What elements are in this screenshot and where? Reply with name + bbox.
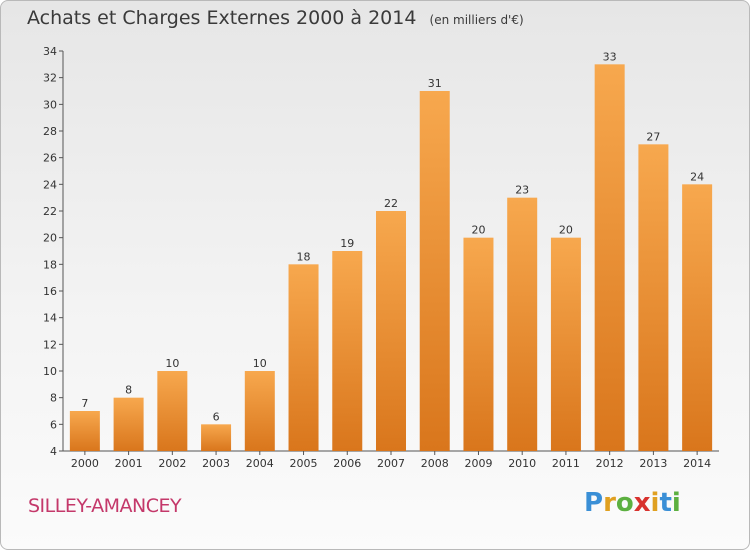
y-tick-label: 28 (43, 125, 57, 138)
bar-value-label: 7 (81, 397, 88, 410)
y-tick-label: 16 (43, 285, 57, 298)
x-tick-label: 2010 (508, 457, 536, 470)
bar-value-label: 18 (297, 250, 311, 263)
bar-value-label: 24 (690, 170, 704, 183)
proxiti-logo: Proxiti (584, 488, 681, 518)
x-tick-label: 2009 (464, 457, 492, 470)
chart-title-text: Achats et Charges Externes 2000 à 2014 (27, 7, 417, 29)
logo-letter: o (615, 488, 634, 518)
x-tick-label: 2011 (552, 457, 580, 470)
x-tick-label: 2013 (639, 457, 667, 470)
bar-value-label: 23 (515, 184, 529, 197)
x-tick-label: 2001 (115, 457, 143, 470)
x-tick-label: 2003 (202, 457, 230, 470)
bar (157, 371, 188, 451)
bar (201, 424, 232, 451)
bar (113, 397, 144, 451)
y-tick-label: 14 (43, 312, 57, 325)
x-tick-label: 2005 (290, 457, 318, 470)
y-tick-label: 24 (43, 178, 57, 191)
x-tick-label: 2014 (683, 457, 711, 470)
x-tick-label: 2007 (377, 457, 405, 470)
bar (69, 411, 100, 451)
bar-value-label: 8 (125, 384, 132, 397)
logo-letter: x (633, 488, 651, 518)
bar-value-label: 19 (340, 237, 354, 250)
y-tick-label: 4 (50, 445, 57, 458)
x-tick-label: 2004 (246, 457, 274, 470)
bar (594, 64, 625, 452)
x-tick-label: 2006 (333, 457, 361, 470)
logo-letter: r (603, 488, 616, 518)
logo-letter: P (584, 488, 604, 518)
bar (376, 211, 406, 451)
logo-letter: i (650, 488, 660, 518)
bar (638, 144, 669, 452)
x-tick-label: 2012 (596, 457, 624, 470)
bar-value-label: 6 (213, 410, 220, 423)
y-tick-label: 32 (43, 72, 57, 85)
bar (244, 371, 275, 451)
y-tick-label: 26 (43, 152, 57, 165)
x-tick-label: 2008 (421, 457, 449, 470)
logo-letter: t (659, 488, 672, 518)
y-tick-label: 30 (43, 98, 57, 111)
x-tick-label: 2002 (158, 457, 186, 470)
logo-letter: i (671, 488, 681, 518)
bar-value-label: 20 (559, 224, 573, 237)
bar-value-label: 31 (428, 77, 442, 90)
y-tick-label: 34 (43, 45, 57, 58)
bar-value-label: 20 (471, 224, 485, 237)
y-tick-label: 8 (50, 392, 57, 405)
bar (463, 237, 494, 451)
bar (550, 237, 581, 451)
bars-group: 7 8 10 6 10 18 19 22 31 20 23 20 33 27 24 (69, 50, 713, 452)
bar (332, 251, 363, 451)
bar (507, 197, 538, 451)
y-tick-label: 22 (43, 205, 57, 218)
x-tick-label: 2000 (71, 457, 99, 470)
bar (288, 264, 319, 451)
bar-value-label: 10 (165, 357, 179, 370)
place-name: SILLEY-AMANCEY (28, 495, 182, 517)
bar-value-label: 33 (603, 50, 617, 63)
chart-title: Achats et Charges Externes 2000 à 2014 (… (27, 7, 524, 29)
bar-value-label: 22 (384, 197, 398, 210)
y-tick-label: 20 (43, 232, 57, 245)
y-tick-label: 10 (43, 365, 57, 378)
bar-value-label: 10 (253, 357, 267, 370)
bar (682, 184, 713, 452)
y-tick-label: 18 (43, 258, 57, 271)
bar (419, 91, 450, 451)
y-tick-label: 6 (50, 418, 57, 431)
y-tick-label: 12 (43, 338, 57, 351)
bar-value-label: 27 (646, 130, 660, 143)
chart-unit-text: (en milliers d'€) (429, 13, 524, 27)
